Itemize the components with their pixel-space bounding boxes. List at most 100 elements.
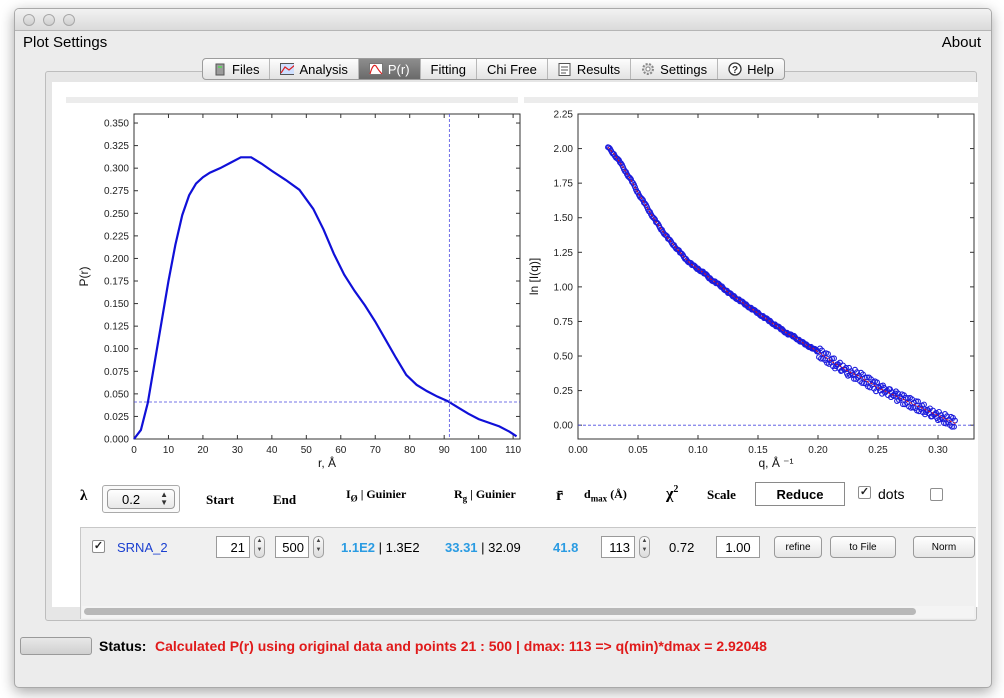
norm-button[interactable]: Norm xyxy=(913,536,975,558)
x-tick-label: 20 xyxy=(197,445,209,456)
x-tick-label: 100 xyxy=(470,445,487,456)
y-tick-label: 0.350 xyxy=(104,119,129,130)
y-tick-label: 0.00 xyxy=(554,421,574,432)
tab-pr[interactable]: P(r) xyxy=(358,59,421,79)
data-point xyxy=(632,184,638,190)
y-axis-label: P(r) xyxy=(77,267,91,287)
x-tick-label: 10 xyxy=(163,445,175,456)
rg-guinier-value: | 32.09 xyxy=(477,540,521,555)
y-axis-label: ln [I(q)] xyxy=(527,258,541,295)
tab-chi-free-label: Chi Free xyxy=(486,61,537,77)
tab-fitting[interactable]: Fitting xyxy=(421,59,477,79)
end-stepper[interactable]: ▲ ▼ xyxy=(313,536,324,558)
minimize-window-button[interactable] xyxy=(43,14,55,26)
data-point xyxy=(921,401,927,408)
rg-sub: g xyxy=(462,493,468,504)
refine-button[interactable]: refine xyxy=(774,536,822,558)
pr-curve xyxy=(133,156,518,440)
io-column-header: IØ | Guinier xyxy=(346,487,406,503)
horizontal-scrollbar[interactable] xyxy=(82,606,974,618)
end-column-header: End xyxy=(273,492,297,507)
rg-label: R xyxy=(454,487,463,501)
gear-icon xyxy=(641,62,655,76)
io-label: I xyxy=(346,487,351,501)
start-input[interactable]: 21 xyxy=(216,536,250,558)
y-tick-label: 0.200 xyxy=(104,254,129,265)
data-point xyxy=(825,351,831,357)
scrollbar-thumb[interactable] xyxy=(84,608,916,615)
x-tick-label: 30 xyxy=(232,445,244,456)
tab-results[interactable]: Results xyxy=(548,59,632,79)
tab-files-label: Files xyxy=(232,61,260,77)
rg-column-header: Rg | Guinier xyxy=(454,487,516,503)
chi2-column-header: χ2 xyxy=(666,484,678,503)
y-tick-label: 1.75 xyxy=(554,179,574,190)
io-guinier-value: | 1.3E2 xyxy=(374,540,420,555)
x-tick-label: 0 xyxy=(131,445,137,456)
intensity-chart[interactable]: 0.00 0.05 0.10 0.15 0.20 0.25 0.30 0.00 0.25 0.50… xyxy=(522,106,978,478)
reduce-button[interactable]: Reduce xyxy=(755,482,845,506)
svg-text:?: ? xyxy=(732,65,738,76)
y-tick-label: 1.25 xyxy=(554,248,574,259)
rbar-value: 41.8 xyxy=(553,540,579,555)
y-tick-label: 0.175 xyxy=(104,277,129,288)
dots-checkbox[interactable]: ✓ xyxy=(858,486,871,499)
progress-bar xyxy=(20,637,92,655)
menu-plot-settings[interactable]: Plot Settings xyxy=(23,34,108,51)
x-tick-label: 70 xyxy=(370,445,382,456)
chi2-value: 0.72 xyxy=(669,540,695,555)
dmax-stepper[interactable]: ▲ ▼ xyxy=(639,536,650,558)
y-tick-label: 0.250 xyxy=(104,209,129,220)
io-values: 1.1E2 | 1.3E2 xyxy=(341,540,420,555)
dataset-checkbox[interactable]: ✓ xyxy=(92,540,105,553)
file-icon xyxy=(213,62,227,76)
to-file-button[interactable]: to File xyxy=(830,536,896,558)
y-tick-label: 2.25 xyxy=(554,110,574,121)
rg-value: 33.31 xyxy=(445,540,478,555)
x-tick-label: 0.00 xyxy=(568,445,588,456)
start-column-header: Start xyxy=(206,492,235,507)
io-suffix: | Guinier xyxy=(357,487,407,501)
y-tick-label: 0.075 xyxy=(104,367,129,378)
status-label: Status: xyxy=(99,638,147,654)
x-tick-label: 110 xyxy=(505,445,521,456)
tab-settings-label: Settings xyxy=(660,61,708,77)
dmax-input[interactable]: 113 xyxy=(601,536,635,558)
dmax-suffix: (Å) xyxy=(607,487,627,501)
x-axis-label: r, Å xyxy=(318,455,336,470)
rg-values: 33.31 | 32.09 xyxy=(445,540,521,555)
x-tick-label: 0.15 xyxy=(748,445,768,456)
close-window-button[interactable] xyxy=(23,14,35,26)
dataset-name[interactable]: SRNA_2 xyxy=(117,540,168,555)
dots-label: dots xyxy=(878,486,905,502)
tab-files[interactable]: Files xyxy=(203,59,271,79)
scale-column-header: Scale xyxy=(707,487,736,502)
y-tick-label: 0.100 xyxy=(104,344,129,355)
pr-chart[interactable]: 0 10 20 30 40 50 60 70 80 90 100 110 0.000 0.025 0.050… xyxy=(70,106,526,478)
y-tick-label: 2.00 xyxy=(554,144,574,155)
start-stepper[interactable]: ▲ ▼ xyxy=(254,536,265,558)
tab-analysis-label: Analysis xyxy=(299,61,348,77)
extra-option-checkbox[interactable] xyxy=(930,488,943,501)
tab-settings[interactable]: Settings xyxy=(631,59,719,79)
data-point xyxy=(837,359,843,366)
lambda-value: 0.2 xyxy=(122,492,141,507)
data-point xyxy=(951,423,957,430)
plot-frame xyxy=(133,113,521,440)
x-tick-label: 60 xyxy=(335,445,347,456)
lambda-select[interactable]: 0.2 ▲ ▼ xyxy=(107,489,175,509)
rg-suffix: | Guinier xyxy=(467,487,516,501)
chart-icon xyxy=(280,62,295,76)
rbar-column-header: r̄ xyxy=(556,487,564,504)
end-input[interactable]: 500 xyxy=(275,536,309,558)
tab-chi-free[interactable]: Chi Free xyxy=(477,59,548,79)
tab-help[interactable]: ? Help xyxy=(718,59,784,79)
zoom-window-button[interactable] xyxy=(63,14,75,26)
menu-bar: Plot Settings About xyxy=(15,31,991,53)
y-tick-label: 0.050 xyxy=(104,389,129,400)
menu-about[interactable]: About xyxy=(941,34,981,51)
tab-analysis[interactable]: Analysis xyxy=(270,59,359,79)
scale-input[interactable]: 1.00 xyxy=(716,536,760,558)
x-tick-label: 80 xyxy=(404,445,416,456)
data-point xyxy=(859,380,865,386)
